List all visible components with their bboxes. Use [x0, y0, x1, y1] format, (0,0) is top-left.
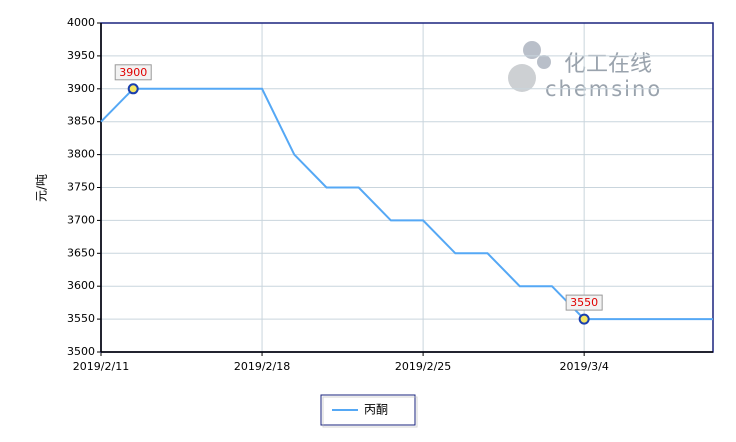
y-tick-label: 3800 [67, 148, 95, 161]
y-tick-label: 3750 [67, 181, 95, 194]
data-label: 3550 [570, 296, 598, 309]
y-tick-label: 3550 [67, 312, 95, 325]
y-tick-label: 3950 [67, 49, 95, 62]
logo-dot [537, 55, 551, 69]
x-tick-label: 2019/2/25 [395, 360, 451, 373]
x-tick-label: 2019/3/4 [559, 360, 608, 373]
y-tick-label: 3500 [67, 345, 95, 358]
logo-dot [508, 64, 536, 92]
y-tick-label: 3700 [67, 213, 95, 226]
y-tick-label: 3850 [67, 115, 95, 128]
data-label: 3900 [119, 66, 147, 79]
y-tick-label: 4000 [67, 16, 95, 29]
line [100, 87, 713, 321]
x-tick-label: 2019/2/18 [234, 360, 290, 373]
label-box [114, 64, 152, 81]
y-axis-label: 元/吨 [35, 174, 49, 202]
y-tick-label: 3650 [67, 246, 95, 259]
y-tick-label: 3600 [67, 279, 95, 292]
x-tick-label: 2019/2/11 [73, 360, 129, 373]
logo-dot [523, 41, 541, 59]
point [127, 83, 139, 95]
y-tick-label: 3900 [67, 82, 95, 95]
legend-label: 丙酮 [364, 403, 388, 417]
legend-shadow [322, 396, 418, 428]
point [578, 313, 590, 325]
label-box [565, 294, 603, 311]
